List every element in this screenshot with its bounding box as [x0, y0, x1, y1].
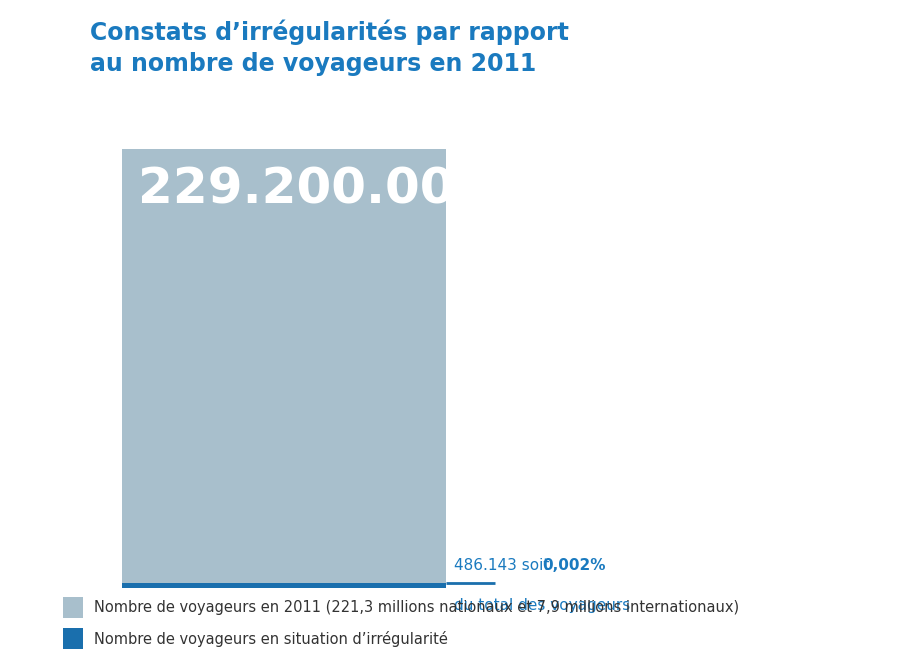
Bar	[63, 628, 83, 649]
Text: 0,002%: 0,002%	[543, 558, 607, 572]
Bar	[122, 149, 446, 588]
Bar	[122, 582, 446, 588]
Text: Constats d’irrégularités par rapport
au nombre de voyageurs en 2011: Constats d’irrégularités par rapport au …	[90, 20, 569, 76]
Text: Nombre de voyageurs en situation d’irrégularité: Nombre de voyageurs en situation d’irrég…	[94, 631, 447, 647]
Text: Nombre de voyageurs en 2011 (221,3 millions nationaux et 7,9 millions internatio: Nombre de voyageurs en 2011 (221,3 milli…	[94, 600, 739, 615]
Bar	[63, 597, 83, 618]
Text: 486.143 soit: 486.143 soit	[454, 558, 554, 572]
Text: 229.200.000: 229.200.000	[138, 166, 489, 214]
Text: du total des voyageurs: du total des voyageurs	[454, 598, 631, 612]
